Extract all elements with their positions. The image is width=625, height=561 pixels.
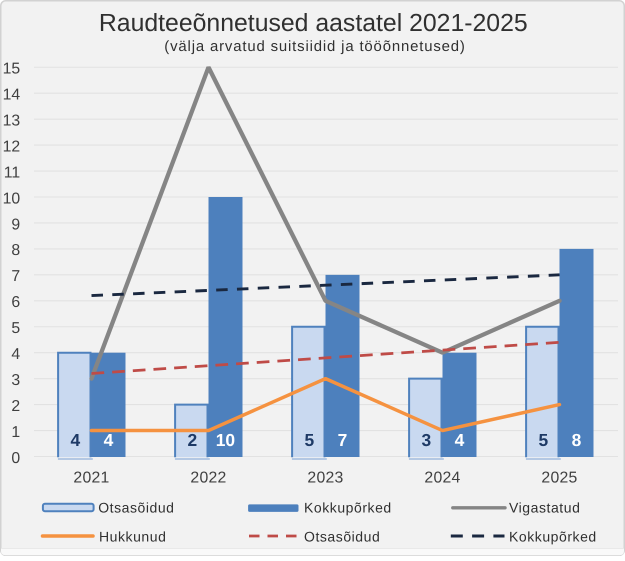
svg-text:Kokkupõrked: Kokkupõrked xyxy=(304,499,392,515)
svg-text:2022: 2022 xyxy=(190,470,226,487)
svg-text:2021: 2021 xyxy=(73,470,109,487)
svg-text:9: 9 xyxy=(11,216,20,233)
svg-text:7: 7 xyxy=(11,268,20,285)
svg-text:2: 2 xyxy=(11,398,20,415)
svg-text:(välja arvatud suitsiidid ja t: (välja arvatud suitsiidid ja tööõnnetuse… xyxy=(164,39,465,55)
svg-text:7: 7 xyxy=(338,430,348,450)
svg-text:14: 14 xyxy=(3,87,21,104)
svg-text:3: 3 xyxy=(11,372,20,389)
svg-text:1: 1 xyxy=(11,424,20,441)
svg-text:5: 5 xyxy=(304,430,314,450)
svg-text:4: 4 xyxy=(455,430,465,450)
svg-text:12: 12 xyxy=(3,138,21,155)
svg-text:4: 4 xyxy=(70,430,80,450)
svg-text:Vigastatud: Vigastatud xyxy=(509,499,580,515)
svg-text:8: 8 xyxy=(572,430,582,450)
svg-text:6: 6 xyxy=(11,294,20,311)
svg-text:13: 13 xyxy=(3,112,21,129)
svg-text:Raudteeõnnetused aastatel 2021: Raudteeõnnetused aastatel 2021-2025 xyxy=(99,10,528,37)
svg-text:Otsasõidud: Otsasõidud xyxy=(98,499,174,515)
svg-text:2: 2 xyxy=(187,430,197,450)
svg-text:5: 5 xyxy=(538,430,548,450)
svg-text:5: 5 xyxy=(11,320,20,337)
svg-text:0: 0 xyxy=(11,450,20,467)
svg-text:4: 4 xyxy=(104,430,114,450)
svg-text:2025: 2025 xyxy=(541,470,577,487)
svg-text:8: 8 xyxy=(11,242,20,259)
svg-text:10: 10 xyxy=(216,430,235,450)
svg-text:4: 4 xyxy=(11,346,20,363)
svg-text:Otsasõidud: Otsasõidud xyxy=(304,528,380,544)
svg-text:3: 3 xyxy=(421,430,431,450)
svg-text:11: 11 xyxy=(4,164,21,181)
svg-text:2023: 2023 xyxy=(307,470,343,487)
svg-text:2024: 2024 xyxy=(424,470,460,487)
svg-text:Kokkupõrked: Kokkupõrked xyxy=(509,528,597,544)
svg-text:10: 10 xyxy=(3,190,21,207)
svg-text:15: 15 xyxy=(3,61,21,78)
svg-text:Hukkunud: Hukkunud xyxy=(99,528,166,544)
